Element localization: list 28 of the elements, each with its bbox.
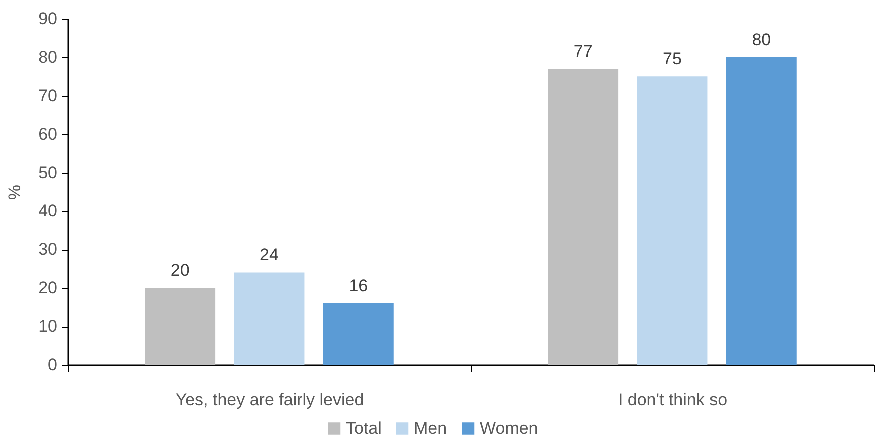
y-tick-label: 60	[38, 124, 58, 144]
data-label: 77	[574, 42, 593, 61]
y-tick-label: 50	[38, 163, 58, 182]
y-axis-title: %	[6, 184, 25, 200]
data-label: 20	[170, 261, 190, 280]
data-label: 75	[663, 50, 682, 69]
y-tick-label: 20	[38, 278, 58, 298]
legend-label: Men	[414, 418, 448, 438]
bar	[234, 272, 305, 365]
bar	[548, 68, 619, 365]
y-tick-label: 90	[38, 10, 58, 28]
y-tick-label: 0	[48, 356, 58, 374]
y-tick-label: 10	[38, 317, 58, 336]
data-label: 80	[752, 30, 772, 50]
bar	[637, 76, 708, 365]
bar	[145, 288, 216, 365]
data-label: 16	[349, 276, 368, 296]
y-tick-label: 70	[38, 86, 58, 106]
y-tick-label: 40	[38, 202, 58, 221]
legend-label: Total	[346, 418, 382, 438]
y-tick-label: 80	[38, 48, 58, 67]
data-label: 24	[260, 246, 279, 265]
legend-label: Women	[480, 418, 538, 438]
x-tick-label: I don't think so	[618, 390, 728, 410]
bar	[726, 57, 797, 365]
x-tick-label: Yes, they are fairly levied	[176, 390, 364, 410]
y-tick-label: 30	[38, 240, 58, 260]
bar	[323, 303, 394, 365]
